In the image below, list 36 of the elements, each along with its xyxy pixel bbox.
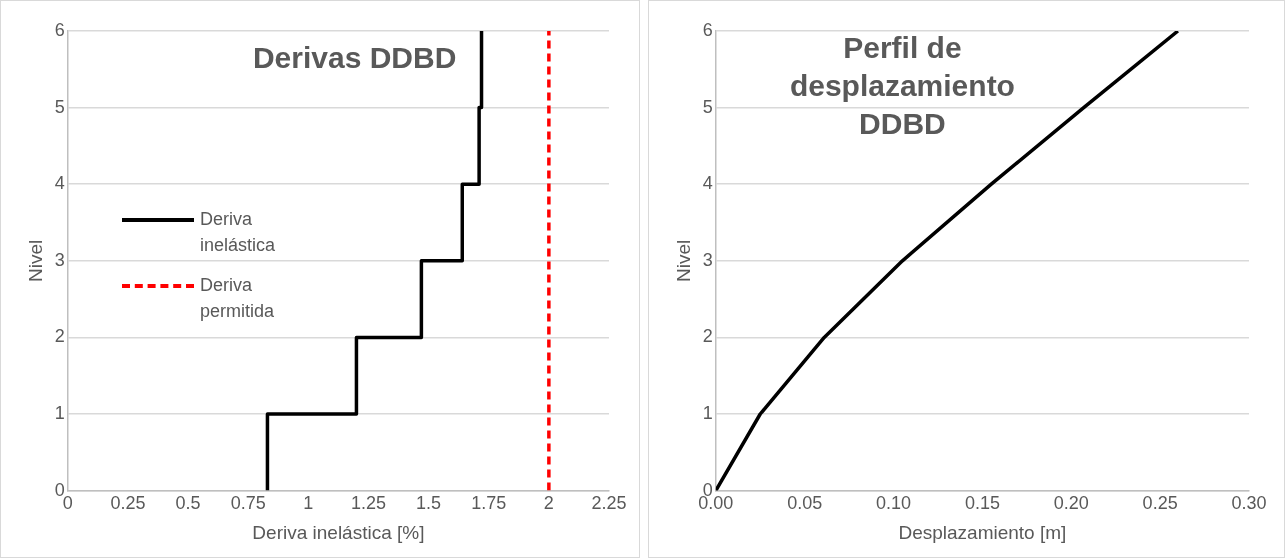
y-tick-label: 1 — [702, 402, 713, 423]
text: Perfil de desplazamiento DDBD — [788, 30, 1016, 142]
y-tick-label: 4 — [702, 173, 713, 194]
y-tick-label: 1 — [54, 402, 65, 423]
x-tick-label: 0.10 — [876, 493, 912, 514]
x-tick-label: 2.25 — [591, 493, 627, 514]
legend-label: Deriva permitida — [199, 273, 275, 323]
x-axis-title: Deriva inelástica [%] — [252, 521, 425, 543]
x-tick-label: 0.75 — [230, 493, 266, 514]
y-tick-label: 4 — [54, 173, 65, 194]
legend-label: Deriva inelástica — [199, 207, 276, 257]
x-tick-label: 1.5 — [416, 493, 442, 514]
y-tick-label: 5 — [54, 96, 65, 117]
x-tick-label: 1 — [303, 493, 314, 514]
x-tick-label: 0.15 — [964, 493, 1000, 514]
y-tick-label: 6 — [54, 19, 65, 40]
x-tick-label: 0.25 — [110, 493, 146, 514]
y-tick-label: 2 — [702, 326, 713, 347]
x-tick-label: 0.5 — [175, 493, 201, 514]
y-axis-title: Nivel — [24, 239, 46, 282]
y-tick-label: 2 — [54, 326, 65, 347]
x-axis-title: Desplazamiento [m] — [898, 521, 1067, 543]
y-axis-title: Nivel — [672, 239, 694, 282]
y-tick-label: 6 — [702, 19, 713, 40]
y-tick-label: 5 — [702, 96, 713, 117]
x-tick-label: 0.20 — [1053, 493, 1089, 514]
x-tick-label: 2 — [543, 493, 554, 514]
chart-title: Derivas DDBD — [251, 40, 458, 76]
y-tick-label: 3 — [702, 249, 713, 270]
x-tick-label: 0.30 — [1231, 493, 1267, 514]
x-tick-label: 1.25 — [350, 493, 386, 514]
x-tick-label: 0.25 — [1142, 493, 1178, 514]
y-tick-label: 3 — [54, 249, 65, 270]
x-tick-label: 0.05 — [787, 493, 823, 514]
y-tick-label: 0 — [54, 479, 65, 500]
x-tick-label: 1.75 — [471, 493, 507, 514]
